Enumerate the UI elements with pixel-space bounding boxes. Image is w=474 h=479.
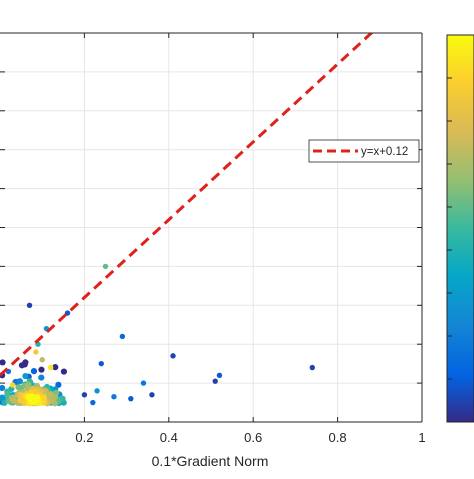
scatter-point	[0, 394, 6, 401]
scatter-point	[212, 378, 218, 384]
scatter-point	[140, 380, 147, 386]
x-tick-label: 0.6	[244, 430, 262, 445]
x-ticks: 0.2 0.4 0.6 0.8 1	[75, 33, 426, 445]
scatter-point	[0, 384, 6, 392]
legend: y=x+0.12	[308, 139, 420, 163]
x-tick-label: 1	[418, 430, 425, 445]
scatter-point	[98, 360, 104, 367]
grid	[0, 33, 422, 422]
reference-line	[0, 33, 374, 377]
scatter-point	[90, 399, 96, 406]
scatter-point	[216, 372, 223, 379]
colorbar-ticks	[447, 77, 452, 380]
scatter-point	[47, 391, 54, 398]
scatter-point	[30, 394, 37, 401]
y-ticks	[0, 71, 422, 384]
scatter-point	[170, 353, 176, 359]
scatter-point	[119, 333, 126, 340]
scatter-point	[38, 366, 45, 373]
scatter-point	[16, 378, 23, 385]
scatter-point	[149, 392, 155, 398]
scatter-point	[22, 372, 29, 380]
scatter-point	[81, 392, 88, 398]
scatter-point	[10, 397, 17, 404]
scatter-point	[52, 364, 59, 371]
scatter-point	[60, 368, 68, 375]
scatter-point	[309, 364, 315, 371]
scatter-point	[111, 394, 117, 400]
scatter-point	[30, 368, 38, 375]
scatter-point	[94, 388, 100, 394]
scatter-point	[38, 374, 45, 381]
reference-line-group	[0, 33, 374, 377]
scatter-point	[47, 364, 54, 371]
x-tick-label: 0.2	[75, 430, 93, 445]
colorbar-gradient	[446, 34, 474, 423]
scatter-point	[0, 359, 6, 366]
scatter-point	[9, 382, 16, 388]
scatter-point	[15, 384, 22, 391]
x-tick-label: 0.4	[160, 430, 178, 445]
scatter-point	[128, 395, 134, 402]
x-tick-label: 0.8	[329, 430, 347, 445]
scatter-point	[26, 302, 33, 308]
scatter-point	[33, 349, 39, 355]
scatter-point	[24, 381, 32, 389]
scatter-point	[55, 381, 62, 388]
scatter-point	[102, 263, 109, 270]
scatter-point	[22, 359, 29, 366]
x-axis-label: 0.1*Gradient Norm	[152, 453, 269, 469]
legend-box	[308, 139, 420, 163]
colorbar	[446, 34, 474, 423]
legend-label: y=x+0.12	[361, 146, 408, 158]
scatter-point	[39, 357, 45, 363]
scatter-points	[0, 263, 315, 407]
scatter-point	[4, 391, 11, 399]
scatter-point	[51, 393, 59, 401]
